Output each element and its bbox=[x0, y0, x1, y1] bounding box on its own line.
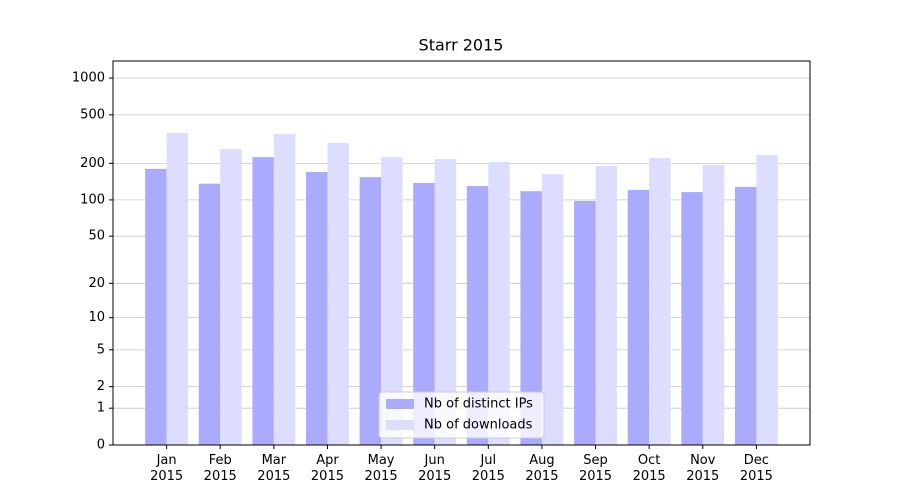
legend-swatch bbox=[386, 420, 414, 430]
bar bbox=[649, 158, 671, 445]
bar bbox=[574, 200, 596, 445]
y-tick-label: 50 bbox=[88, 229, 105, 244]
bar bbox=[734, 186, 757, 445]
x-tick-label: Mar 2015 bbox=[257, 453, 291, 484]
legend: Nb of distinct IPs Nb of downloads bbox=[378, 391, 545, 439]
y-tick-label: 20 bbox=[88, 276, 105, 291]
x-tick-label: Jan 2015 bbox=[150, 453, 184, 484]
bar bbox=[627, 189, 650, 445]
bar bbox=[702, 164, 725, 445]
x-tick-label: May 2015 bbox=[364, 453, 398, 484]
chart-title: Starr 2015 bbox=[419, 36, 504, 55]
bar bbox=[273, 134, 296, 445]
bar bbox=[756, 155, 778, 445]
legend-label: Nb of distinct IPs bbox=[424, 397, 533, 412]
x-tick-label: Feb 2015 bbox=[203, 453, 237, 484]
x-tick-label: Aug 2015 bbox=[525, 453, 559, 484]
bar bbox=[681, 192, 703, 445]
y-tick-label: 5 bbox=[97, 342, 105, 357]
bar bbox=[520, 191, 542, 445]
x-tick-label: Oct 2015 bbox=[632, 453, 666, 484]
y-tick-label: 100 bbox=[80, 192, 105, 207]
bar bbox=[220, 149, 242, 445]
bar bbox=[306, 171, 328, 445]
y-tick-label: 0 bbox=[97, 438, 105, 453]
y-tick-label: 10 bbox=[88, 310, 105, 325]
bar bbox=[381, 157, 403, 446]
y-tick-label: 500 bbox=[80, 107, 105, 122]
bar bbox=[434, 159, 457, 446]
bar bbox=[413, 182, 435, 445]
x-tick-label: Jun 2015 bbox=[418, 453, 452, 484]
legend-swatch bbox=[386, 399, 414, 409]
bar bbox=[595, 166, 617, 445]
bar bbox=[466, 186, 489, 445]
bar bbox=[145, 168, 167, 445]
x-tick-label: Sep 2015 bbox=[578, 453, 613, 484]
bar bbox=[359, 177, 382, 445]
x-tick-label: Nov 2015 bbox=[686, 453, 720, 484]
x-tick-label: Jul 2015 bbox=[471, 453, 505, 484]
bar bbox=[488, 162, 510, 445]
bar bbox=[198, 183, 221, 446]
plot-frame bbox=[112, 60, 811, 446]
legend-box bbox=[378, 391, 545, 439]
bar bbox=[541, 174, 564, 446]
y-tick-label: 200 bbox=[80, 156, 105, 171]
y-tick-label: 1000 bbox=[72, 71, 105, 86]
bar bbox=[166, 132, 189, 445]
bar bbox=[252, 157, 274, 446]
x-tick-label: Apr 2015 bbox=[310, 453, 344, 484]
x-tick-label: Dec 2015 bbox=[739, 453, 773, 484]
bar bbox=[327, 142, 349, 446]
y-tick-label: 2 bbox=[97, 379, 105, 394]
legend-label: Nb of downloads bbox=[424, 418, 533, 433]
y-tick-label: 1 bbox=[97, 401, 105, 416]
